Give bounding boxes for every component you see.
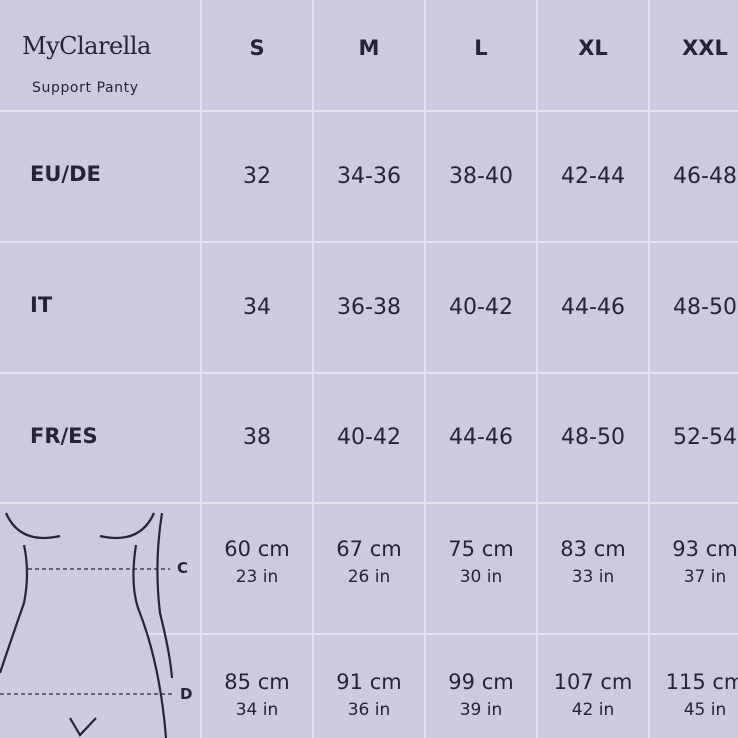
measurement-cm: 75 cm: [448, 537, 514, 561]
measurement-in: 42 in: [571, 700, 615, 720]
measurement-cm: 107 cm: [553, 670, 633, 694]
measurement-in: 37 in: [683, 567, 727, 587]
measurement-cell: 83 cm 33 in: [537, 537, 649, 587]
measurement-cell: 75 cm 30 in: [425, 537, 537, 587]
grid-line: [145, 633, 738, 635]
measurement-cell: 60 cm 23 in: [201, 537, 313, 587]
grid-line: [200, 0, 202, 738]
size-header-s: S: [249, 36, 265, 60]
grid-line: [0, 502, 738, 504]
measurement-cm: 85 cm: [224, 670, 290, 694]
measurement-cm: 115 cm: [665, 670, 738, 694]
measurement-in: 23 in: [235, 567, 279, 587]
brand-logo: MyClarella: [22, 32, 151, 60]
product-subtitle: Support Panty: [32, 80, 139, 96]
size-value: 52-54: [673, 425, 737, 450]
size-value: 48-50: [561, 425, 625, 450]
measurement-cm: 99 cm: [448, 670, 514, 694]
measurement-cm: 67 cm: [336, 537, 402, 561]
grid-line: [424, 0, 426, 738]
row-label: IT: [30, 293, 53, 317]
measurement-cell: 67 cm 26 in: [313, 537, 425, 587]
measurement-in: 36 in: [347, 700, 391, 720]
measurement-cell: 99 cm 39 in: [425, 670, 537, 720]
size-value: 44-46: [561, 294, 625, 320]
size-value: 32: [243, 163, 271, 189]
size-value: 38-40: [449, 163, 513, 189]
measurement-in: 34 in: [235, 700, 279, 720]
measurement-in: 26 in: [347, 567, 391, 587]
measurement-in: 30 in: [459, 567, 503, 587]
body-silhouette-illustration: [0, 512, 174, 738]
size-value: 34-36: [337, 163, 401, 189]
measurement-in: 33 in: [571, 567, 615, 587]
measurement-cell: 107 cm 42 in: [537, 670, 649, 720]
size-value: 44-46: [449, 425, 513, 450]
size-header-xl: XL: [578, 36, 608, 60]
size-header-xxl: XXL: [682, 36, 728, 60]
measurement-cm: 93 cm: [672, 537, 738, 561]
grid-line: [536, 0, 538, 738]
measurement-cell: 85 cm 34 in: [201, 670, 313, 720]
measurement-cell: 115 cm 45 in: [649, 670, 738, 720]
size-header-l: L: [474, 36, 488, 60]
row-label: EU/DE: [30, 162, 101, 186]
measurement-in: 45 in: [683, 700, 727, 720]
measure-marker-d: D: [180, 685, 193, 703]
size-value: 42-44: [561, 163, 625, 189]
row-label: FR/ES: [30, 423, 98, 448]
size-value: 38: [243, 425, 271, 450]
grid-line: [0, 110, 738, 112]
size-value: 34: [243, 294, 271, 320]
measurement-in: 39 in: [459, 700, 503, 720]
grid-line: [0, 241, 738, 243]
size-value: 48-50: [673, 294, 737, 320]
grid-line: [0, 372, 738, 374]
measurement-cm: 83 cm: [560, 537, 626, 561]
size-header-m: M: [358, 36, 380, 60]
size-value: 40-42: [337, 425, 401, 450]
measurement-cm: 60 cm: [224, 537, 290, 561]
measurement-cm: 91 cm: [336, 670, 402, 694]
size-value: 40-42: [449, 294, 513, 320]
size-value: 36-38: [337, 294, 401, 320]
size-value: 46-48: [673, 163, 737, 189]
measurement-cell: 91 cm 36 in: [313, 670, 425, 720]
measure-marker-c: C: [177, 559, 189, 577]
measurement-cell: 93 cm 37 in: [649, 537, 738, 587]
grid-line: [648, 0, 650, 738]
grid-line: [312, 0, 314, 738]
